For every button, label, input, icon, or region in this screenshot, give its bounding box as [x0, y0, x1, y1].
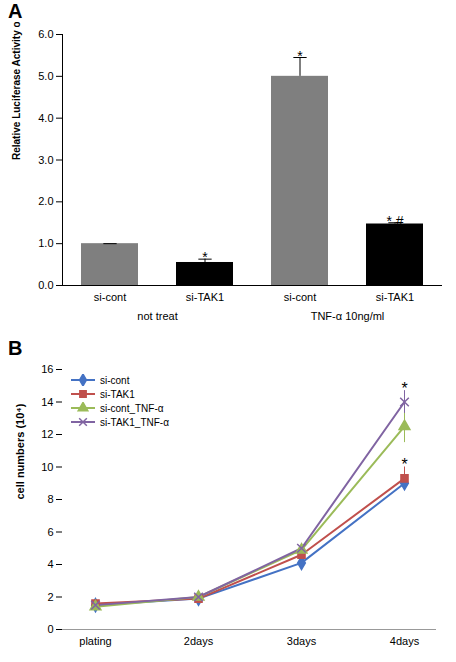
- svg-text:0.0: 0.0: [38, 279, 53, 291]
- html-text:B: B: [8, 337, 23, 359]
- svg-text:3.0: 3.0: [38, 154, 53, 166]
- svg-text:*: *: [401, 456, 407, 473]
- svg-text:4.0: 4.0: [38, 112, 53, 124]
- svg-text:8: 8: [47, 493, 53, 505]
- svg-text:16: 16: [41, 363, 53, 375]
- svg-text:*: *: [297, 48, 303, 64]
- svg-text:plating: plating: [79, 635, 111, 647]
- svg-text:5.0: 5.0: [38, 70, 53, 82]
- svg-text:si-cont: si-cont: [94, 291, 126, 303]
- svg-text:*: *: [401, 380, 407, 397]
- svg-text:*,#: *,#: [386, 213, 403, 229]
- svg-text:0: 0: [47, 623, 53, 635]
- svg-text:6.0: 6.0: [38, 28, 53, 40]
- svg-text:si-TAK1: si-TAK1: [186, 291, 224, 303]
- svg-text:2: 2: [47, 591, 53, 603]
- html-text:si-TAK1_TNF-α: si-TAK1_TNF-α: [100, 416, 169, 428]
- svg-text:TNF-α 10ng/ml: TNF-α 10ng/ml: [311, 310, 385, 322]
- html-text:si-cont_TNF-α: si-cont_TNF-α: [100, 402, 164, 414]
- html-text:si-cont: si-cont: [100, 374, 130, 386]
- svg-text:12: 12: [41, 428, 53, 440]
- svg-text:cell numbers (10⁴): cell numbers (10⁴): [14, 403, 26, 499]
- svg-text:4days: 4days: [390, 635, 420, 647]
- html-text:A: A: [8, 0, 23, 22]
- html-text:si-TAK1: si-TAK1: [100, 388, 135, 400]
- svg-text:2days: 2days: [184, 635, 214, 647]
- svg-text:4: 4: [47, 558, 53, 570]
- svg-text:Relative Luciferase Activity o: Relative Luciferase Activity of NF-kB co…: [11, 22, 22, 160]
- svg-text:si-cont: si-cont: [284, 291, 316, 303]
- svg-text:2.0: 2.0: [38, 195, 53, 207]
- svg-text:not treat: not treat: [137, 310, 177, 322]
- svg-text:*: *: [202, 249, 208, 265]
- svg-text:si-TAK1: si-TAK1: [376, 291, 414, 303]
- svg-text:6: 6: [47, 526, 53, 538]
- svg-text:1.0: 1.0: [38, 237, 53, 249]
- svg-text:10: 10: [41, 461, 53, 473]
- svg-text:14: 14: [41, 396, 53, 408]
- svg-text:3days: 3days: [287, 635, 317, 647]
